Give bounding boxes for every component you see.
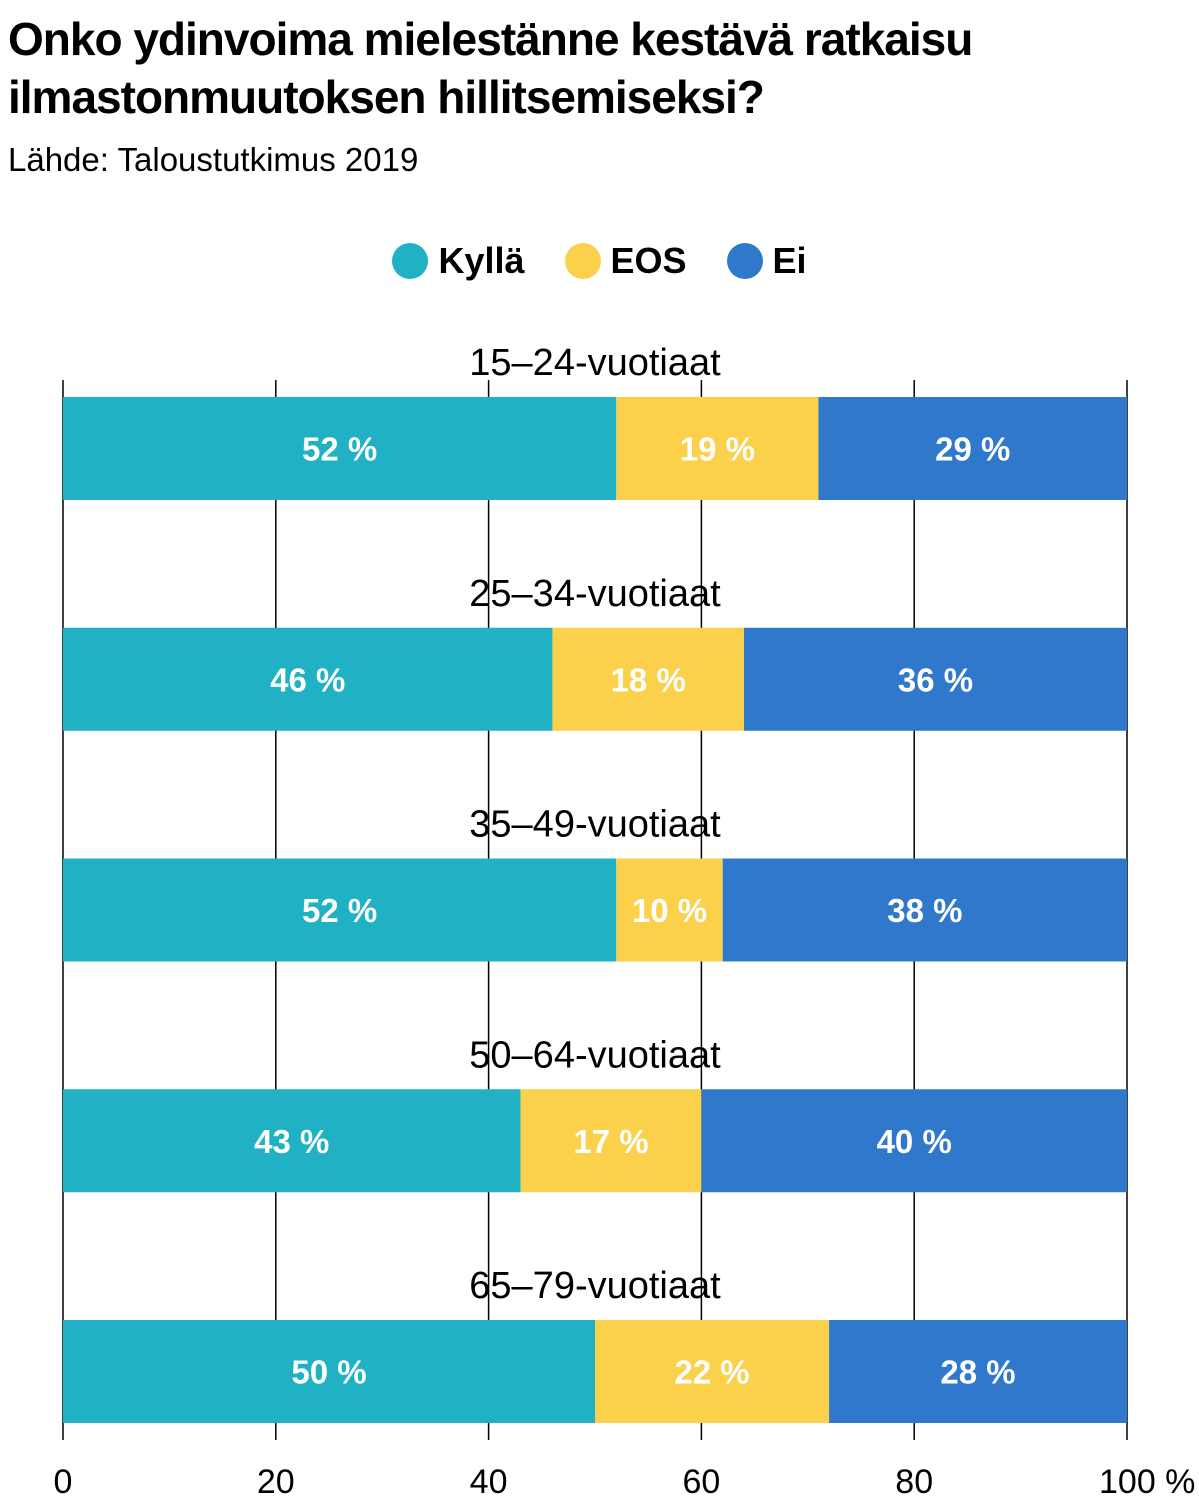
bar-segment-3-2: [701, 1089, 1127, 1193]
bar-segment-2-1: [616, 858, 723, 962]
data-label-0-2: 29 %: [935, 431, 1010, 468]
bar-segment-0-0: [63, 397, 617, 500]
data-label-3-1: 17 %: [573, 1123, 648, 1160]
category-label-3: 50–64-vuotiaat: [469, 1034, 721, 1076]
category-label-1: 25–34-vuotiaat: [469, 573, 721, 615]
legend-swatch-eos: [564, 243, 601, 279]
bar-segment-4-1: [595, 1320, 830, 1423]
bar-segment-1-0: [63, 627, 553, 731]
data-label-1-1: 18 %: [611, 661, 686, 698]
bar-segment-2-0: [63, 858, 617, 962]
data-label-4-1: 22 %: [674, 1354, 749, 1391]
data-label-2-1: 10 %: [632, 892, 707, 929]
legend-label-ei: Ei: [772, 240, 807, 281]
data-label-3-0: 43 %: [254, 1123, 329, 1160]
bar-segment-1-1: [552, 627, 744, 731]
x-tick-label-2: 40: [470, 1463, 508, 1501]
chart-legend: Kyllä EOS Ei: [0, 236, 1199, 286]
data-label-1-2: 36 %: [898, 661, 973, 698]
data-label-0-1: 19 %: [680, 431, 755, 468]
legend-label-eos: EOS: [610, 240, 687, 281]
category-label-2: 35–49-vuotiaat: [469, 804, 721, 846]
x-tick-label-3: 60: [682, 1463, 720, 1501]
legend-item-ei: Ei: [726, 240, 807, 282]
x-tick-label-0: 0: [54, 1463, 73, 1501]
data-label-2-0: 52 %: [302, 892, 377, 929]
data-label-2-2: 38 %: [887, 892, 962, 929]
bar-segment-3-1: [520, 1089, 702, 1193]
legend-swatch-kylla: [392, 243, 429, 279]
chart-title-line-1: Onko ydinvoima mielestänne kestävä ratka…: [8, 13, 973, 65]
bar-segment-4-2: [829, 1320, 1127, 1423]
chart-subtitle: Lähde: Taloustutkimus 2019: [8, 141, 419, 178]
bar-segment-0-2: [818, 397, 1127, 500]
data-label-0-0: 52 %: [302, 431, 377, 468]
bar-segment-2-2: [722, 858, 1127, 962]
bar-segment-1-2: [743, 627, 1127, 731]
bar-segment-0-1: [616, 397, 819, 500]
legend-item-eos: EOS: [564, 240, 687, 282]
legend-label-kylla: Kyllä: [438, 240, 525, 281]
chart-title: Onko ydinvoima mielestänne kestävä ratka…: [8, 10, 1188, 126]
bar-segment-3-0: [63, 1089, 521, 1193]
x-tick-label-1: 20: [257, 1463, 295, 1501]
data-label-3-2: 40 %: [877, 1123, 952, 1160]
category-label-4: 65–79-vuotiaat: [469, 1265, 721, 1307]
legend-item-kylla: Kyllä: [392, 240, 525, 282]
data-label-1-0: 46 %: [270, 661, 345, 698]
chart-title-line-2: ilmastonmuutoksen hillitsemiseksi?: [8, 71, 765, 123]
bar-segment-4-0: [63, 1320, 595, 1423]
data-label-4-2: 28 %: [940, 1354, 1015, 1391]
category-label-0: 15–24-vuotiaat: [469, 342, 721, 384]
x-tick-label-5: 100 %: [1099, 1463, 1195, 1501]
legend-swatch-ei: [726, 243, 763, 279]
x-tick-label-4: 80: [895, 1463, 933, 1501]
data-label-4-0: 50 %: [291, 1354, 366, 1391]
